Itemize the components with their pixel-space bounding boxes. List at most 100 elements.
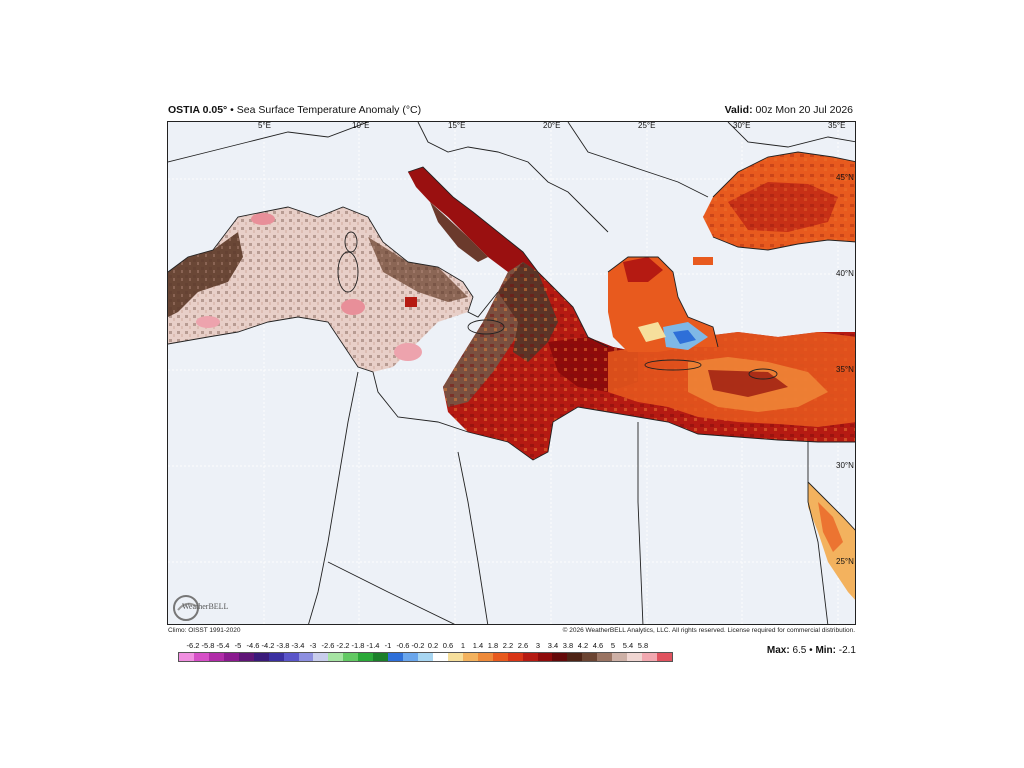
central-med-anomaly <box>443 262 855 460</box>
legend-swatch <box>388 653 404 661</box>
climo-label: Climo: OISST 1991-2020 <box>168 627 241 634</box>
legend-swatch <box>179 653 194 661</box>
lon-label-10e: 10°E <box>352 121 370 130</box>
legend-tick-label: 1.8 <box>487 641 499 650</box>
coastlines <box>168 122 855 624</box>
legend-swatch <box>657 653 672 661</box>
legend-tick-label: -4.6 <box>246 641 260 650</box>
legend-tick-label: -0.2 <box>411 641 425 650</box>
legend-swatch <box>328 653 344 661</box>
legend-swatch <box>642 653 657 661</box>
legend-swatch <box>462 653 478 661</box>
legend-swatch <box>597 653 613 661</box>
legend-swatch <box>298 653 314 661</box>
legend-swatch <box>403 653 418 661</box>
adriatic-anomaly <box>408 167 538 282</box>
legend-swatch <box>373 653 389 661</box>
legend-swatch <box>522 653 538 661</box>
lat-label-30n: 30°N <box>836 461 854 470</box>
legend-swatch <box>343 653 359 661</box>
legend-swatch <box>208 653 224 661</box>
legend-swatch <box>253 653 269 661</box>
legend-tick-label: -2.2 <box>336 641 350 650</box>
legend-tick-label: -3 <box>309 641 317 650</box>
legend-swatch <box>283 653 299 661</box>
valid-time-header: Valid: 00z Mon 20 Jul 2026 <box>725 104 853 116</box>
legend-swatch <box>507 653 523 661</box>
valid-time: 00z Mon 20 Jul 2026 <box>755 104 853 116</box>
legend-tick-label: 5.4 <box>622 641 634 650</box>
logo-text: WeatherBELL <box>182 602 229 611</box>
legend-tick-label: -5.4 <box>216 641 230 650</box>
legend-swatch <box>582 653 598 661</box>
legend-swatch <box>268 653 284 661</box>
legend-swatch <box>238 653 254 661</box>
legend-swatch <box>447 653 463 661</box>
legend-colorbar <box>178 652 673 662</box>
legend-tick-label: -0.6 <box>396 641 410 650</box>
map-title: OSTIA 0.05° • Sea Surface Temperature An… <box>168 104 421 116</box>
legend-tick-label: -3.8 <box>276 641 290 650</box>
min-value: -2.1 <box>838 645 856 656</box>
weatherbell-logo-icon <box>173 595 199 621</box>
map-canvas <box>168 122 855 624</box>
legend-tick-label: 0.6 <box>442 641 454 650</box>
legend-tick-label: -1.8 <box>351 641 365 650</box>
legend-swatch <box>612 653 628 661</box>
legend-swatch <box>492 653 508 661</box>
max-value: 6.5 <box>792 645 807 656</box>
legend-tick-label: 4.6 <box>592 641 604 650</box>
aegean-anomaly <box>608 257 718 352</box>
max-min-readout: Max: 6.5 • Min: -2.1 <box>766 645 856 656</box>
legend-swatch <box>313 653 329 661</box>
legend-tick-label: 1.4 <box>472 641 484 650</box>
legend-labels: -6.2 -5.8 -5.4 -5 -4.6 -4.2 -3.8 -3.4 -3 -2.6 -2.2… <box>172 641 664 651</box>
legend-tick-label: -1.4 <box>366 641 380 650</box>
lon-label-15e: 15°E <box>448 121 466 130</box>
legend-swatch <box>567 653 583 661</box>
legend-tick-label: 1 <box>460 641 466 650</box>
legend-swatch <box>432 653 448 661</box>
legend-tick-label: -5.8 <box>201 641 215 650</box>
lon-label-5e: 5°E <box>258 121 271 130</box>
legend-tick-label: 5.8 <box>637 641 649 650</box>
legend-swatch <box>223 653 239 661</box>
legend-tick-label: 2.6 <box>517 641 529 650</box>
red-sea-anomaly <box>808 482 855 600</box>
legend-swatch <box>477 653 493 661</box>
legend-tick-label: -2.6 <box>321 641 335 650</box>
sst-anomaly-map <box>167 121 856 625</box>
title-separator: • <box>230 104 234 116</box>
lat-label-35n: 35°N <box>836 365 854 374</box>
legend-tick-label: -6.2 <box>186 641 200 650</box>
copyright-notice: © 2026 WeatherBELL Analytics, LLC. All r… <box>562 627 855 634</box>
lon-label-25e: 25°E <box>638 121 656 130</box>
legend-swatch <box>358 653 374 661</box>
legend-tick-label: -5 <box>234 641 242 650</box>
lat-label-40n: 40°N <box>836 269 854 278</box>
legend-tick-label: 3.4 <box>547 641 559 650</box>
legend-swatch <box>193 653 209 661</box>
legend-swatch <box>537 653 553 661</box>
lon-label-20e: 20°E <box>543 121 561 130</box>
legend-swatch <box>418 653 433 661</box>
western-med-anomaly <box>168 207 473 372</box>
legend-tick-label: -1 <box>384 641 392 650</box>
legend-tick-label: -4.2 <box>261 641 275 650</box>
lon-label-30e: 30°E <box>733 121 751 130</box>
model-name: OSTIA 0.05° <box>168 104 228 116</box>
lon-label-35e: 35°E <box>828 121 846 130</box>
legend-tick-label: 3 <box>535 641 541 650</box>
legend-tick-label: 5 <box>610 641 616 650</box>
legend-tick-label: 2.2 <box>502 641 514 650</box>
min-label: Min: <box>815 645 836 656</box>
legend-tick-label: -3.4 <box>291 641 305 650</box>
valid-label: Valid: <box>724 104 753 116</box>
lat-label-25n: 25°N <box>836 557 854 566</box>
product-name: Sea Surface Temperature Anomaly (°C) <box>236 104 422 116</box>
legend-swatch <box>552 653 568 661</box>
legend-swatch <box>627 653 643 661</box>
max-label: Max: <box>766 645 790 656</box>
lat-label-45n: 45°N <box>836 173 854 182</box>
legend-tick-label: 0.2 <box>427 641 439 650</box>
